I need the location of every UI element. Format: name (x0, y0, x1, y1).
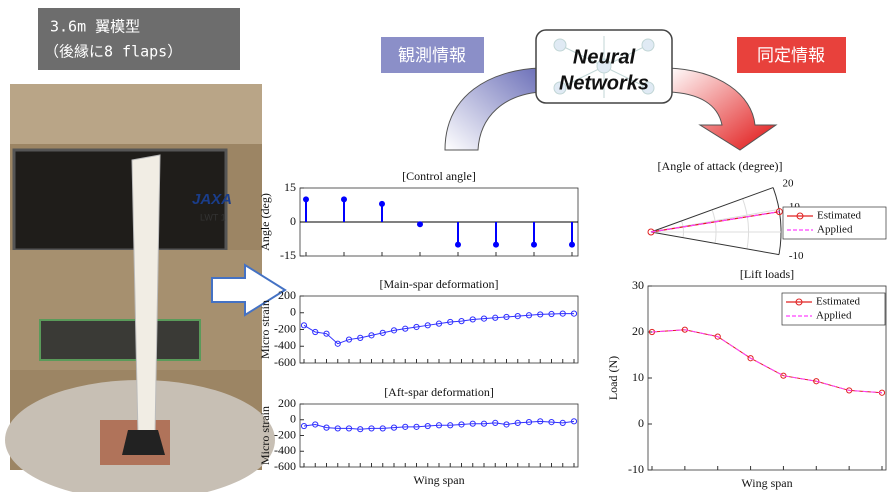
polar-arc (682, 221, 684, 238)
chart-title: [Angle of attack (degree)] (658, 159, 783, 173)
photo-text: LWT 1 (200, 212, 226, 222)
y-tick-label: -400 (274, 338, 296, 352)
legend-label: Applied (817, 224, 853, 236)
polar-arc (712, 210, 716, 244)
legend-label: Applied (816, 310, 852, 322)
chart-title: [Control angle] (402, 169, 476, 183)
arrow-in (445, 68, 540, 150)
chart-title: [Lift loads] (740, 267, 794, 281)
stem-marker (569, 242, 575, 248)
polar-grid-line (651, 232, 779, 255)
y-axis-label: Micro strain (258, 300, 272, 359)
theta-tick-label: -10 (789, 250, 804, 262)
y-tick-label: -600 (274, 355, 296, 369)
chart-title: [Main-spar deformation] (380, 277, 499, 291)
photo-logo: JAXA (192, 191, 232, 208)
y-tick-label: 0 (638, 416, 644, 430)
model-label: （後縁に8 flaps） (44, 43, 182, 61)
y-tick-label: -15 (280, 248, 296, 262)
stem-marker (531, 242, 537, 248)
polar-line (651, 212, 779, 232)
network-label: Networks (559, 72, 649, 94)
y-tick-label: 0 (290, 412, 296, 426)
stem-marker (341, 196, 347, 202)
polar-arc (773, 188, 781, 255)
stem-marker (493, 242, 499, 248)
y-tick-label: 10 (632, 370, 644, 384)
y-tick-label: -400 (274, 443, 296, 457)
legend-label: Estimated (816, 296, 860, 308)
y-tick-label: -200 (274, 321, 296, 335)
theta-tick-label: 20 (783, 178, 795, 190)
stem-marker (379, 201, 385, 207)
model-label: 3.6m 翼模型 (50, 18, 140, 36)
network-label: Neural (573, 46, 636, 68)
y-tick-label: 0 (290, 214, 296, 228)
y-tick-label: 30 (632, 278, 644, 292)
y-tick-label: 15 (284, 180, 296, 194)
stem-marker (455, 242, 461, 248)
y-axis-label: Micro strain (258, 406, 272, 465)
y-tick-label: 0 (290, 305, 296, 319)
y-tick-label: 200 (278, 288, 296, 302)
y-tick-label: -10 (628, 462, 644, 476)
y-tick-label: 20 (632, 324, 644, 338)
y-tick-label: -600 (274, 459, 296, 473)
polar-arc (743, 199, 749, 249)
stem-marker (417, 221, 423, 227)
plot-frame (300, 296, 578, 363)
x-axis-label: Wing span (741, 476, 792, 490)
y-axis-label: Load (N) (606, 356, 620, 400)
plot-frame (300, 404, 578, 467)
y-axis-label: Angle (deg) (258, 193, 272, 251)
stem-marker (303, 196, 309, 202)
slide: 3.6m 翼模型 （後縁に8 flaps） 観測情報 同定情報 Neural N… (0, 0, 888, 492)
chart-title: [Aft-spar deformation] (384, 385, 494, 399)
identified-label: 同定情報 (757, 46, 825, 66)
y-tick-label: 200 (278, 396, 296, 410)
legend-label: Estimated (817, 210, 861, 222)
observed-label: 観測情報 (398, 46, 466, 66)
polar-grid-line (651, 188, 773, 232)
x-axis-label: Wing span (413, 473, 464, 487)
y-tick-label: -200 (274, 427, 296, 441)
arrow-out (668, 68, 776, 150)
